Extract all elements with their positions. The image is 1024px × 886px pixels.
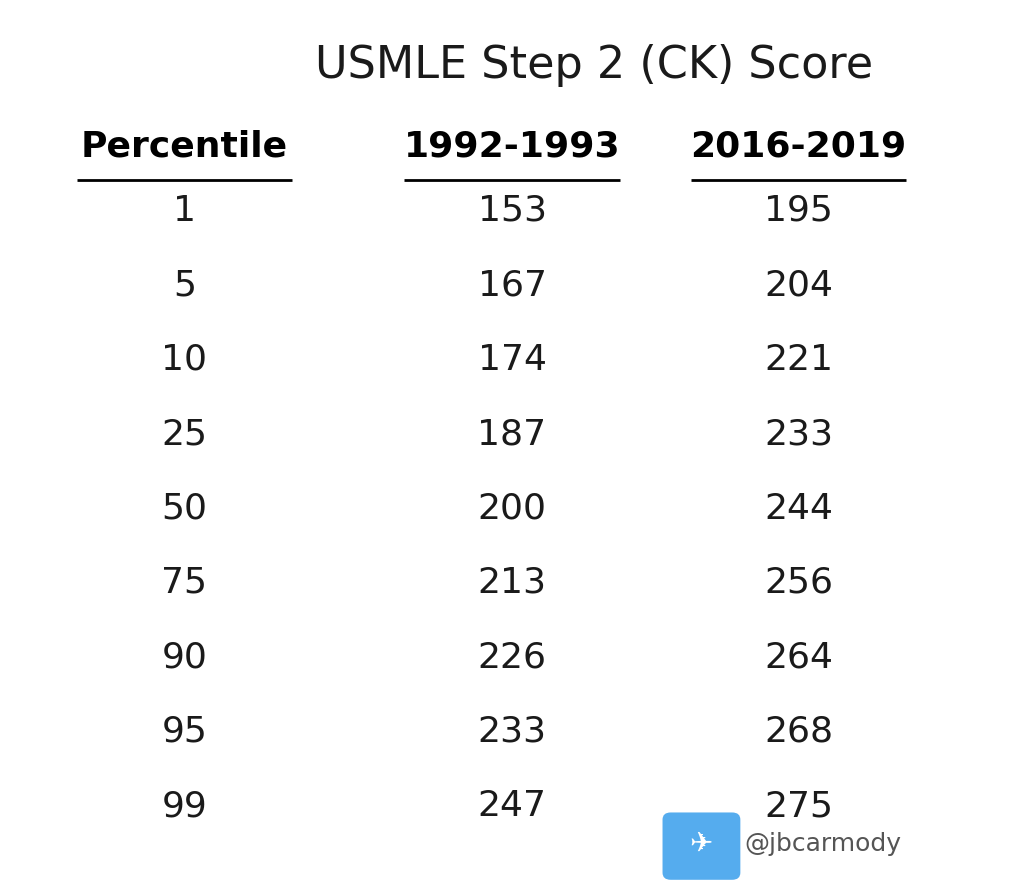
Text: 10: 10 [162,343,207,377]
Text: 1: 1 [173,194,196,228]
Text: 244: 244 [764,492,834,525]
Text: 247: 247 [477,789,547,823]
Text: 1992-1993: 1992-1993 [403,129,621,163]
Text: 2016-2019: 2016-2019 [690,129,907,163]
Text: 167: 167 [477,268,547,302]
Text: ✈: ✈ [690,830,713,859]
Text: 264: 264 [764,641,834,674]
Text: 275: 275 [764,789,834,823]
Text: 90: 90 [162,641,207,674]
Text: 25: 25 [162,417,207,451]
Text: 256: 256 [764,566,834,600]
Text: 195: 195 [764,194,834,228]
Text: 99: 99 [162,789,207,823]
Text: 233: 233 [764,417,834,451]
Text: 226: 226 [477,641,547,674]
Text: 200: 200 [477,492,547,525]
Text: 174: 174 [477,343,547,377]
Text: 268: 268 [764,715,834,749]
Text: 5: 5 [173,268,196,302]
Text: 233: 233 [477,715,547,749]
Text: 50: 50 [162,492,207,525]
Text: 153: 153 [477,194,547,228]
Text: 75: 75 [162,566,207,600]
Text: 95: 95 [162,715,207,749]
Text: 187: 187 [477,417,547,451]
Text: Percentile: Percentile [81,129,288,163]
Text: USMLE Step 2 (CK) Score: USMLE Step 2 (CK) Score [314,44,873,88]
FancyBboxPatch shape [663,812,740,880]
Text: 221: 221 [764,343,834,377]
Text: 204: 204 [764,268,834,302]
Text: 213: 213 [477,566,547,600]
Text: @jbcarmody: @jbcarmody [744,832,901,857]
